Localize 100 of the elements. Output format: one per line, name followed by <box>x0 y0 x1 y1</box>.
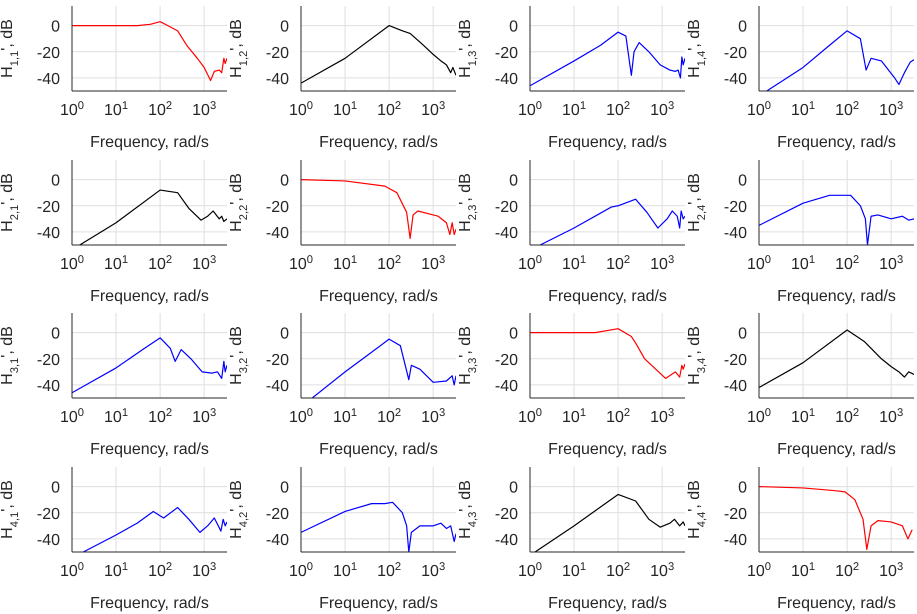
y-tick-label: 0 <box>51 18 60 36</box>
x-tick-label: 10$^{2}$ <box>148 407 172 426</box>
y-tick-label: -20 <box>724 44 748 62</box>
y-tick-label: -40 <box>36 378 60 395</box>
x-tick-label: 10$^{0}$ <box>518 560 542 580</box>
y-tick-label: -40 <box>494 531 518 548</box>
y-tick-label: 0 <box>280 172 290 190</box>
x-tick-label: 10$^{3}$ <box>421 407 446 426</box>
y-tick-label: 0 <box>51 479 60 496</box>
x-axis-title: Frequency, rad/s <box>548 134 667 151</box>
x-tick-label: 10$^{2}$ <box>377 560 402 580</box>
x-tick-label: 10$^{2}$ <box>835 560 860 580</box>
x-tick-label: 10$^{2}$ <box>377 100 402 119</box>
y-tick-label: 0 <box>509 479 518 496</box>
y-tick-label: -20 <box>724 505 748 522</box>
x-tick-label: 10$^{3}$ <box>879 407 904 426</box>
x-axis-title: Frequency, rad/s <box>90 288 209 304</box>
x-axis-title: Frequency, rad/s <box>777 134 896 151</box>
x-tick-label: 10$^{3}$ <box>192 100 216 119</box>
y-tick-label: -40 <box>724 378 748 395</box>
x-tick-label: 10$^{3}$ <box>421 254 446 272</box>
x-tick-label: 10$^{0}$ <box>288 254 314 272</box>
x-tick-label: 10$^{0}$ <box>60 407 84 426</box>
x-tick-label: 10$^{1}$ <box>791 254 816 272</box>
x-tick-label: 10$^{2}$ <box>148 100 172 119</box>
y-tick-label: 0 <box>51 326 60 343</box>
x-tick-label: 10$^{2}$ <box>377 254 402 272</box>
x-axis-title: Frequency, rad/s <box>777 441 896 458</box>
x-tick-label: 10$^{2}$ <box>606 254 630 272</box>
y-tick-label: 0 <box>509 326 518 343</box>
x-tick-label: 10$^{0}$ <box>746 100 772 119</box>
x-tick-label: 10$^{1}$ <box>791 407 816 426</box>
x-axis-title: Frequency, rad/s <box>319 441 438 458</box>
x-tick-label: 10$^{1}$ <box>562 560 586 580</box>
y-tick-label: 0 <box>738 326 748 343</box>
y-tick-label: 0 <box>738 18 748 36</box>
x-tick-label: 10$^{2}$ <box>835 100 860 119</box>
x-tick-label: 10$^{2}$ <box>606 100 630 119</box>
y-tick-label: -20 <box>266 198 290 216</box>
y-tick-label: -20 <box>494 44 518 62</box>
y-tick-label: -20 <box>724 198 748 216</box>
x-axis-title: Frequency, rad/s <box>319 288 438 304</box>
x-axis-title: Frequency, rad/s <box>777 288 896 304</box>
x-tick-label: 10$^{3}$ <box>192 560 216 580</box>
x-tick-label: 10$^{0}$ <box>60 254 84 272</box>
x-tick-label: 10$^{3}$ <box>192 254 216 272</box>
x-tick-label: 10$^{0}$ <box>746 254 772 272</box>
x-tick-label: 10$^{1}$ <box>333 254 358 272</box>
y-tick-label: 0 <box>280 326 290 343</box>
y-tick-label: -40 <box>494 70 518 88</box>
x-tick-label: 10$^{0}$ <box>60 100 84 119</box>
y-tick-label: 0 <box>738 479 748 496</box>
y-tick-label: 0 <box>509 172 518 190</box>
x-tick-label: 10$^{0}$ <box>60 560 84 580</box>
y-tick-label: -40 <box>36 70 60 88</box>
x-tick-label: 10$^{3}$ <box>421 100 446 119</box>
x-tick-label: 10$^{0}$ <box>518 100 542 119</box>
y-tick-label: -40 <box>36 531 60 548</box>
x-tick-label: 10$^{3}$ <box>879 100 904 119</box>
y-tick-label: -20 <box>724 352 748 369</box>
y-tick-label: -20 <box>266 505 290 522</box>
x-tick-label: 10$^{0}$ <box>288 407 314 426</box>
x-tick-label: 10$^{3}$ <box>421 560 446 580</box>
x-tick-label: 10$^{1}$ <box>562 407 586 426</box>
x-tick-label: 10$^{0}$ <box>518 407 542 426</box>
x-tick-label: 10$^{0}$ <box>288 560 314 580</box>
x-tick-label: 10$^{3}$ <box>650 407 674 426</box>
x-tick-label: 10$^{0}$ <box>746 560 772 580</box>
x-tick-label: 10$^{3}$ <box>879 560 904 580</box>
y-tick-label: -20 <box>266 44 290 62</box>
x-tick-label: 10$^{1}$ <box>562 100 586 119</box>
x-tick-label: 10$^{1}$ <box>791 560 816 580</box>
y-tick-label: -40 <box>266 224 290 242</box>
y-tick-label: -20 <box>36 505 60 522</box>
x-axis-title: Frequency, rad/s <box>548 441 667 458</box>
y-tick-label: 0 <box>738 172 748 190</box>
y-tick-label: -40 <box>494 378 518 395</box>
y-tick-label: -20 <box>494 505 518 522</box>
y-tick-label: -20 <box>494 352 518 369</box>
x-tick-label: 10$^{3}$ <box>650 254 674 272</box>
y-tick-label: -20 <box>36 352 60 369</box>
y-tick-label: 0 <box>509 18 518 36</box>
x-tick-label: 10$^{0}$ <box>288 100 314 119</box>
x-axis-title: Frequency, rad/s <box>90 134 209 151</box>
y-tick-label: -40 <box>724 531 748 548</box>
x-tick-label: 10$^{3}$ <box>650 560 674 580</box>
x-axis-title: Frequency, rad/s <box>319 134 438 151</box>
x-tick-label: 10$^{1}$ <box>104 254 128 272</box>
x-axis-title: Frequency, rad/s <box>777 594 896 612</box>
y-tick-label: -40 <box>266 70 290 88</box>
y-tick-label: -40 <box>266 531 290 548</box>
y-tick-label: -20 <box>494 198 518 216</box>
x-tick-label: 10$^{2}$ <box>148 254 172 272</box>
x-tick-label: 10$^{3}$ <box>879 254 904 272</box>
x-tick-label: 10$^{2}$ <box>835 254 860 272</box>
x-tick-label: 10$^{0}$ <box>518 254 542 272</box>
x-tick-label: 10$^{3}$ <box>192 407 216 426</box>
y-tick-label: 0 <box>51 172 60 190</box>
y-tick-label: -40 <box>266 378 290 395</box>
y-tick-label: -20 <box>36 198 60 216</box>
